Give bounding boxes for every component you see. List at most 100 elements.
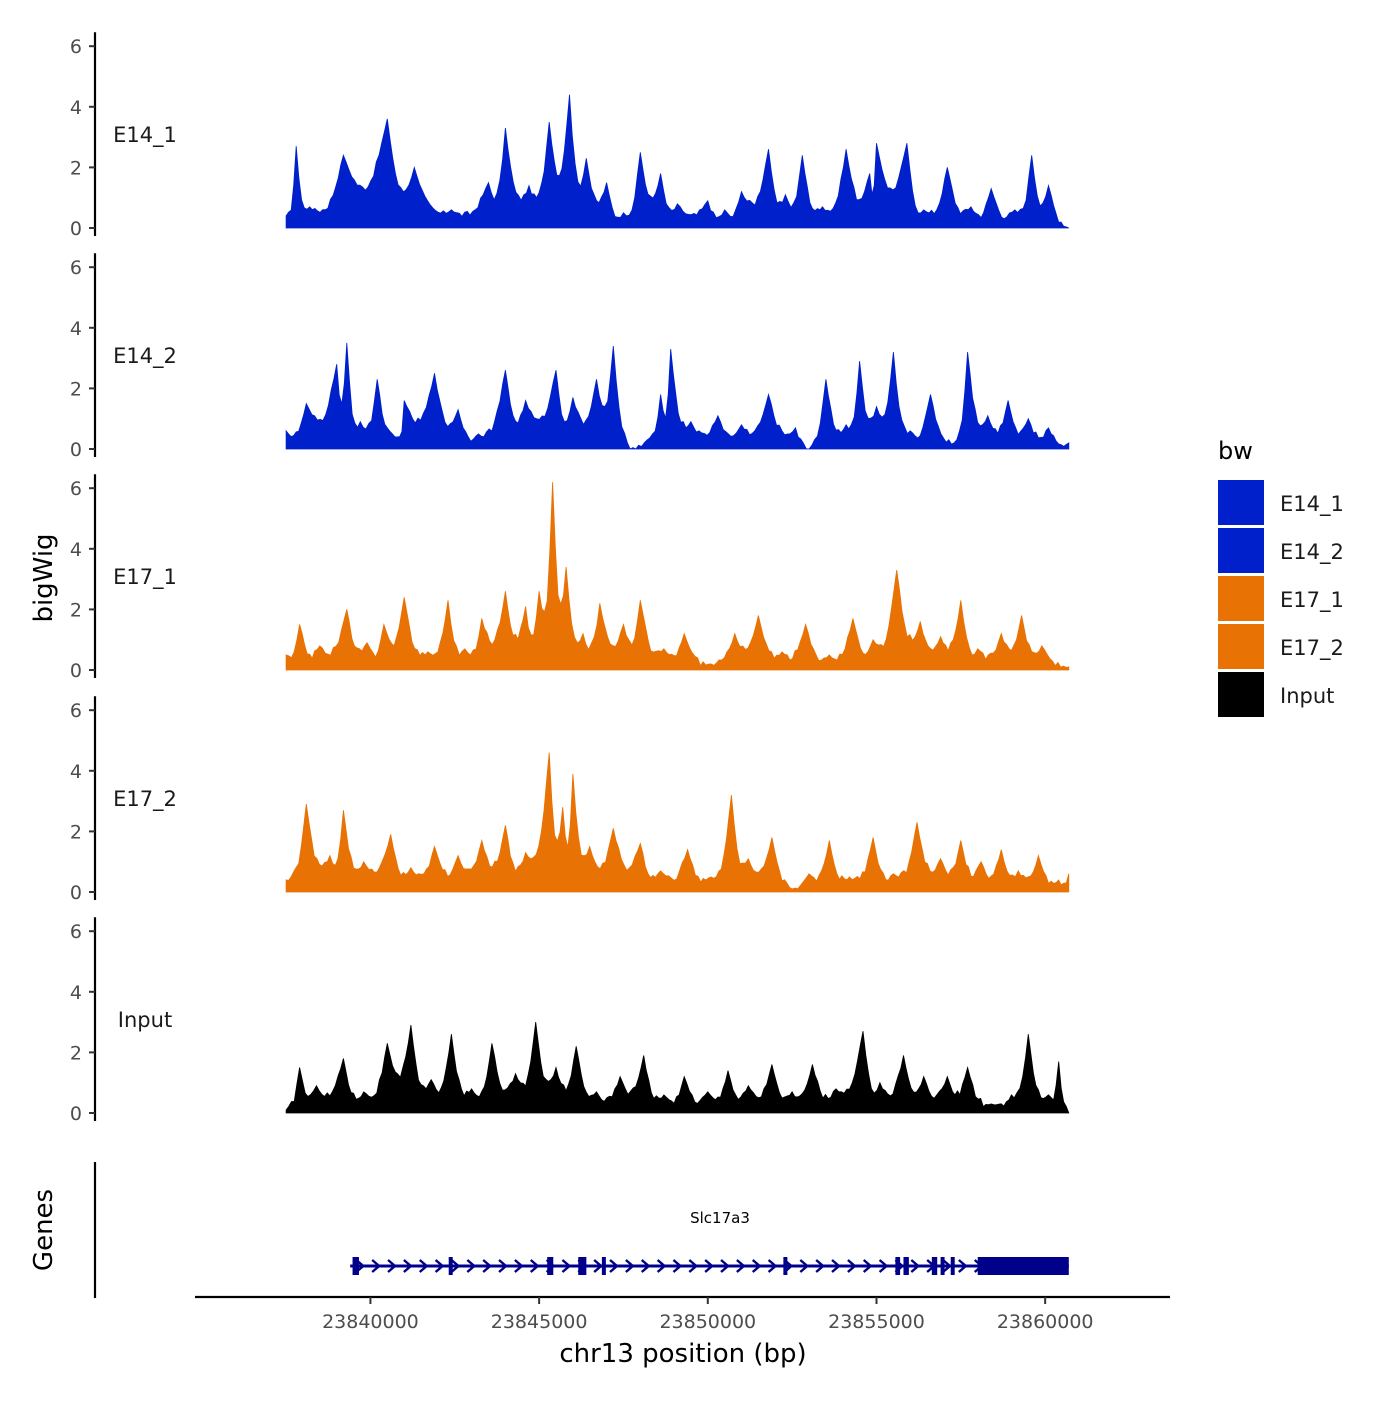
gene-exon <box>950 1257 955 1275</box>
legend-label: E17_1 <box>1280 588 1344 613</box>
legend-label: E17_2 <box>1280 636 1344 661</box>
track-label: E14_2 <box>113 344 177 369</box>
coverage-area-e14-2 <box>285 342 1070 450</box>
x-axis: 23840000 23845000 23850000 23855000 23860000 <box>195 1295 1170 1333</box>
legend-label: E14_2 <box>1280 540 1344 565</box>
y-tick-label: 6 <box>70 36 82 58</box>
x-tick-label: 23845000 <box>491 1311 588 1333</box>
track-label: E14_1 <box>113 123 177 148</box>
y-tick-label: 4 <box>70 318 82 340</box>
y-tick-label: 2 <box>70 157 82 179</box>
y-tick-label: 0 <box>70 439 82 461</box>
strand-arrow-icon <box>418 1259 429 1273</box>
gene-exon <box>977 1257 1069 1275</box>
y-tick-label: 6 <box>70 700 82 722</box>
legend-label: E14_1 <box>1280 492 1344 517</box>
gene-exon <box>903 1257 909 1275</box>
track-e17-2: 0 2 4 6 E17_2 <box>70 696 1070 904</box>
strand-arrow-icon <box>514 1259 524 1273</box>
y-tick-label: 0 <box>70 882 82 904</box>
track-label: Input <box>118 1008 172 1032</box>
strand-arrow-icon <box>847 1259 857 1273</box>
y-tick-label: 2 <box>70 599 82 621</box>
track-label: E17_1 <box>113 565 177 590</box>
y-tick-label: 0 <box>70 218 82 240</box>
strand-arrow-icon <box>434 1259 445 1273</box>
strand-arrow-icon <box>593 1259 604 1273</box>
legend-swatch-e17-1 <box>1218 576 1264 621</box>
y-tick-label: 0 <box>70 660 82 682</box>
strand-arrow-icon <box>609 1259 619 1273</box>
strand-arrow-icon <box>498 1259 508 1273</box>
tracks-layer: 0 2 4 6 E14_1 0 2 4 6 E14_2 0 2 4 6 E17_1 0 2 4 6 E17_2 0 2 4 6… <box>70 32 1070 1125</box>
y-tick-label: 2 <box>70 1042 82 1064</box>
strand-arrow-icon <box>736 1259 746 1273</box>
strand-arrow-icon <box>672 1259 683 1273</box>
y-tick-label: 6 <box>70 478 82 500</box>
y-tick-label: 2 <box>70 821 82 843</box>
strand-arrow-icon <box>466 1259 477 1273</box>
y-tick-label: 6 <box>70 921 82 943</box>
strand-arrow-icon <box>751 1259 762 1273</box>
strand-arrow-icon <box>387 1259 397 1273</box>
coverage-area-e17-2 <box>285 752 1070 893</box>
strand-arrow-icon <box>910 1259 921 1273</box>
strand-arrow-icon <box>640 1259 651 1273</box>
strand-arrow-icon <box>720 1259 730 1273</box>
legend-swatch-e14-1 <box>1218 480 1264 525</box>
y-tick-label: 0 <box>70 1103 82 1125</box>
y-tick-label: 4 <box>70 97 82 119</box>
strand-arrow-icon <box>815 1259 825 1273</box>
legend-swatch-e17-2 <box>1218 624 1264 669</box>
strand-arrow-icon <box>704 1259 714 1273</box>
legend-title: bw <box>1218 437 1253 465</box>
legend-swatch-e14-2 <box>1218 528 1264 573</box>
x-tick-label: 23850000 <box>659 1311 756 1333</box>
strand-arrow-icon <box>482 1259 493 1273</box>
track-e14-1: 0 2 4 6 E14_1 <box>70 32 1069 240</box>
strand-arrow-icon <box>625 1259 635 1273</box>
legend-swatch-input <box>1218 672 1264 717</box>
gene-exon <box>601 1257 606 1275</box>
strand-arrow-icon <box>767 1259 778 1273</box>
x-axis-title: chr13 position (bp) <box>559 1339 806 1369</box>
strand-arrow-icon <box>958 1259 968 1273</box>
strand-arrow-icon <box>862 1259 873 1273</box>
strand-arrow-icon <box>942 1259 952 1273</box>
strand-arrow-icon <box>403 1259 413 1273</box>
y-tick-label: 6 <box>70 257 82 279</box>
genes-panel: Slc17a3 <box>93 1162 1069 1298</box>
y-tick-label: 4 <box>70 982 82 1004</box>
gene-name-label: Slc17a3 <box>690 1209 750 1227</box>
coverage-area-input <box>285 1022 1070 1114</box>
x-tick-label: 23855000 <box>828 1311 925 1333</box>
y-tick-label: 4 <box>70 539 82 561</box>
x-tick-label: 23860000 <box>997 1311 1094 1333</box>
coverage-area-e17-1 <box>285 482 1070 671</box>
gene-exon <box>578 1257 587 1275</box>
strand-arrow-icon <box>878 1259 889 1273</box>
track-e14-2: 0 2 4 6 E14_2 <box>70 253 1070 461</box>
y-axis-title: bigWig <box>29 533 59 622</box>
strand-arrow-icon <box>831 1259 841 1273</box>
track-e17-1: 0 2 4 6 E17_1 <box>70 474 1070 682</box>
strand-arrow-icon <box>371 1259 382 1273</box>
gene-exon <box>931 1257 938 1275</box>
strand-arrow-icon <box>450 1259 461 1273</box>
coverage-area-e14-1 <box>285 94 1069 229</box>
gene-exon <box>940 1257 945 1275</box>
track-label: E17_2 <box>113 787 177 812</box>
gene-exon <box>547 1257 554 1275</box>
strand-arrow-icon <box>688 1259 699 1273</box>
strand-arrow-icon <box>529 1259 540 1273</box>
gene-exon <box>783 1257 788 1275</box>
gene-exon <box>352 1257 359 1275</box>
genes-axis-title: Genes <box>29 1189 59 1271</box>
strand-arrow-icon <box>656 1259 667 1273</box>
gene-exon <box>448 1257 453 1275</box>
strand-arrow-icon <box>799 1259 810 1273</box>
legend-label: Input <box>1280 684 1334 708</box>
track-input: 0 2 4 6 Input <box>70 917 1070 1125</box>
